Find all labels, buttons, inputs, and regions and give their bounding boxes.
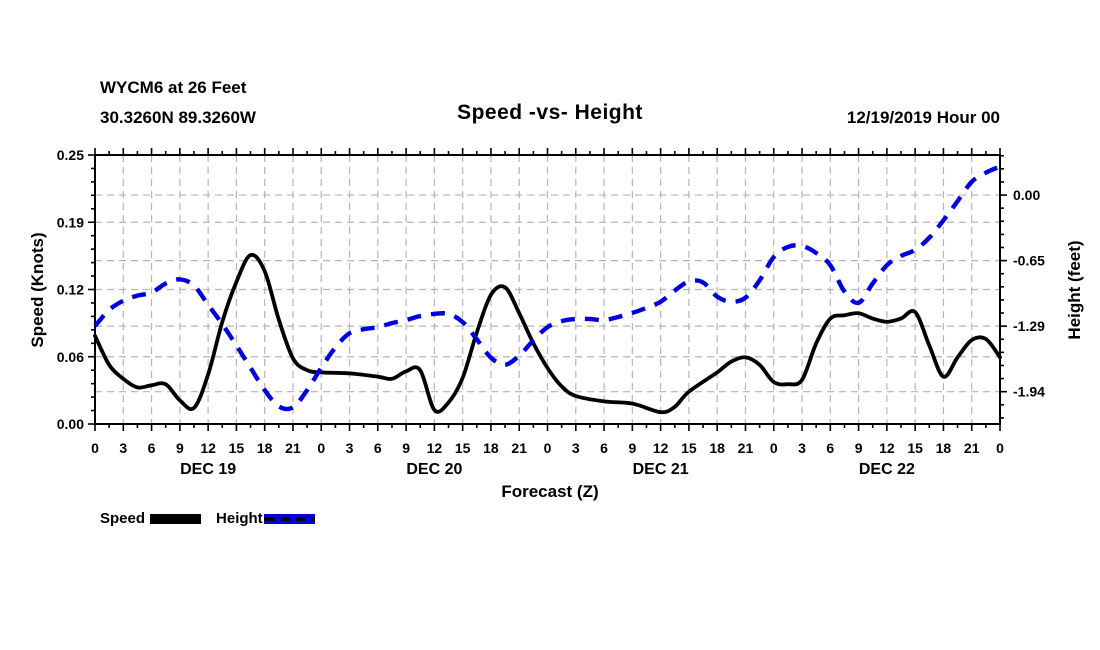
station-coordinates: 30.3260N 89.3260W bbox=[100, 108, 256, 127]
x-hour-label: 0 bbox=[91, 440, 99, 456]
x-hour-label: 15 bbox=[229, 440, 245, 456]
x-tick-labels: 0 3 6 9 12 15 18 21 0 3 6 9 12 15 18 21 0 3 6 9 12 15 18 21 0 3 6 9… bbox=[91, 440, 1004, 478]
x-hour-label: 18 bbox=[257, 440, 273, 456]
x-hour-label: 15 bbox=[681, 440, 697, 456]
x-hour-label: 3 bbox=[346, 440, 354, 456]
x-hour-label: 21 bbox=[511, 440, 527, 456]
day-label: DEC 20 bbox=[406, 461, 462, 478]
x-hour-label: 12 bbox=[653, 440, 669, 456]
legend-speed-swatch bbox=[150, 514, 202, 524]
left-tick-label: 0.06 bbox=[57, 349, 84, 365]
left-axis-title: Speed (Knots) bbox=[28, 232, 47, 348]
left-tick-label: 0.19 bbox=[57, 214, 84, 230]
left-tick-label: 0.25 bbox=[57, 147, 84, 163]
day-label: DEC 19 bbox=[180, 461, 236, 478]
x-hour-label: 9 bbox=[628, 440, 636, 456]
x-hour-label: 12 bbox=[427, 440, 443, 456]
x-hour-label: 0 bbox=[996, 440, 1004, 456]
x-hour-label: 3 bbox=[798, 440, 806, 456]
x-hour-label: 6 bbox=[600, 440, 608, 456]
y-tick-labels: 0.25 0.19 0.12 0.06 0.00 0.00 -0.65 -1.29 -1.94 bbox=[57, 147, 1045, 432]
right-tick-label: -0.65 bbox=[1013, 253, 1045, 269]
legend-height-label: Height bbox=[216, 510, 263, 527]
x-hour-label: 0 bbox=[770, 440, 778, 456]
plot-border bbox=[94, 154, 1001, 425]
right-tick-label: 0.00 bbox=[1013, 187, 1040, 203]
x-hour-label: 3 bbox=[572, 440, 580, 456]
day-label: DEC 22 bbox=[859, 461, 915, 478]
right-axis-title: Height (feet) bbox=[1065, 240, 1084, 340]
legend: Speed Height bbox=[100, 509, 315, 529]
forecast-datetime: 12/19/2019 Hour 00 bbox=[846, 108, 1000, 127]
x-hour-label: 21 bbox=[738, 440, 754, 456]
x-axis-title: Forecast (Z) bbox=[501, 482, 599, 501]
gridlines-vertical bbox=[122, 155, 973, 424]
x-hour-label: 21 bbox=[285, 440, 301, 456]
page-title: Speed -vs- Height bbox=[457, 101, 643, 124]
x-hour-label: 21 bbox=[964, 440, 980, 456]
x-hour-label: 9 bbox=[855, 440, 863, 456]
left-tick-label: 0.00 bbox=[57, 416, 84, 432]
right-tick-label: -1.29 bbox=[1013, 318, 1045, 334]
x-hour-label: 15 bbox=[907, 440, 923, 456]
x-hour-label: 9 bbox=[402, 440, 410, 456]
x-hour-label: 0 bbox=[544, 440, 552, 456]
x-hour-label: 15 bbox=[455, 440, 471, 456]
day-label: DEC 21 bbox=[633, 461, 689, 478]
x-hour-label: 0 bbox=[317, 440, 325, 456]
height-line bbox=[93, 164, 1001, 412]
x-hour-label: 3 bbox=[119, 440, 127, 456]
legend-speed-label: Speed bbox=[100, 510, 146, 527]
left-tick-label: 0.12 bbox=[57, 282, 84, 298]
x-hour-label: 12 bbox=[200, 440, 216, 456]
x-hour-label: 18 bbox=[936, 440, 952, 456]
x-hour-label: 6 bbox=[826, 440, 834, 456]
legend-height-swatch bbox=[263, 514, 315, 524]
x-hour-label: 18 bbox=[709, 440, 725, 456]
right-tick-label: -1.94 bbox=[1013, 384, 1045, 400]
station-name: WYCM6 at 26 Feet bbox=[100, 78, 247, 97]
x-hour-label: 18 bbox=[483, 440, 499, 456]
x-hour-label: 6 bbox=[148, 440, 156, 456]
x-hour-label: 6 bbox=[374, 440, 382, 456]
x-hour-label: 9 bbox=[176, 440, 184, 456]
x-hour-label: 12 bbox=[879, 440, 895, 456]
